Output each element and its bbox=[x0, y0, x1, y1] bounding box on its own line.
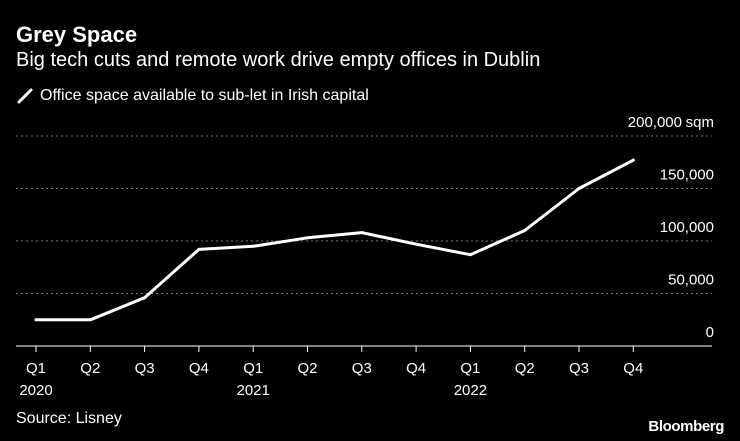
chart-title: Grey Space bbox=[16, 22, 138, 47]
y-tick-label: 100,000 bbox=[660, 219, 714, 236]
x-year-label: 2021 bbox=[237, 382, 270, 399]
source-note: Source: Lisney bbox=[16, 410, 122, 427]
x-tick-label: Q2 bbox=[515, 360, 535, 377]
data-point bbox=[631, 158, 635, 162]
data-point bbox=[577, 187, 581, 190]
y-tick-label: 0 bbox=[706, 324, 714, 341]
y-tick-label: 200,000 bbox=[628, 114, 682, 131]
x-tick-label: Q4 bbox=[406, 360, 426, 377]
x-tick-label: Q4 bbox=[189, 360, 209, 377]
data-point bbox=[251, 244, 255, 248]
data-point bbox=[197, 247, 201, 251]
data-point bbox=[523, 229, 527, 232]
data-point bbox=[414, 242, 418, 246]
y-tick-label: 50,000 bbox=[668, 272, 714, 289]
data-point bbox=[34, 318, 38, 322]
x-year-label: 2020 bbox=[19, 382, 52, 399]
x-tick-label: Q2 bbox=[80, 360, 100, 377]
x-tick-label: Q1 bbox=[26, 360, 46, 377]
x-year-label: 2022 bbox=[454, 382, 487, 399]
legend-swatch-icon bbox=[17, 88, 33, 104]
data-point bbox=[143, 296, 147, 300]
data-point bbox=[360, 231, 364, 235]
x-tick-label: Q3 bbox=[352, 360, 372, 377]
x-tick-label: Q1 bbox=[243, 360, 263, 377]
x-tick-label: Q2 bbox=[297, 360, 317, 377]
data-point bbox=[306, 236, 309, 240]
legend: Office space available to sub-let in Iri… bbox=[16, 85, 369, 107]
x-tick-label: Q4 bbox=[623, 360, 643, 377]
y-tick-label: 150,000 bbox=[660, 167, 714, 184]
series-line bbox=[34, 158, 635, 322]
x-tick-label: Q3 bbox=[569, 360, 589, 377]
data-point bbox=[88, 318, 92, 322]
legend-label: Office space available to sub-let in Iri… bbox=[40, 87, 369, 104]
chart-subtitle: Big tech cuts and remote work drive empt… bbox=[16, 49, 541, 71]
bloomberg-logo: Bloomberg bbox=[648, 418, 724, 435]
data-point bbox=[468, 253, 472, 257]
x-tick-label: Q3 bbox=[135, 360, 155, 377]
y-unit-label: sqm bbox=[686, 114, 714, 131]
x-tick-label: Q1 bbox=[460, 360, 480, 377]
